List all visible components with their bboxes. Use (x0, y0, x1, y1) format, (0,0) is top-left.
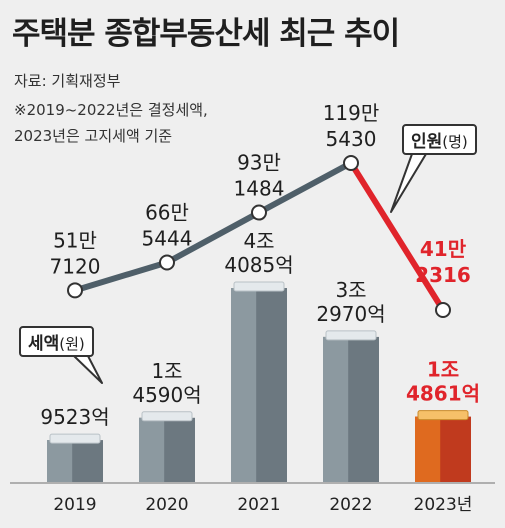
tax-bar-shade (323, 336, 349, 482)
people-value-label: 93만 1484 (234, 151, 285, 201)
tax-bar-value-label: 3조 2970억 (316, 278, 385, 326)
tax-bar-value-line: 4861억 (406, 382, 480, 406)
legend-people-callout: 인원(명) (402, 124, 477, 155)
people-point (435, 302, 451, 318)
x-tick-label: 2020 (145, 495, 188, 515)
tax-bar-cap (417, 410, 469, 421)
tax-bar-cap (49, 433, 101, 444)
people-value-line: 51만 (53, 228, 97, 252)
people-line-segment (256, 160, 354, 216)
people-line-segment (72, 259, 170, 294)
legend-tax-pointer (73, 355, 103, 384)
tax-bar-shade (139, 417, 165, 482)
tax-bar-cap (141, 411, 193, 422)
tax-bar-value-label: 1조 4590억 (132, 359, 201, 407)
people-line-segment (164, 209, 262, 266)
tax-bar-shade (231, 288, 257, 482)
people-value-label: 119만 5430 (323, 101, 380, 151)
tax-bar-value-label: 1조 4861억 (406, 358, 480, 406)
tax-bar-value-line: 1조 (151, 359, 182, 383)
tax-bar-value-line: 4590억 (132, 383, 201, 407)
tax-bar-value-line: 4조 (243, 229, 274, 253)
legend-people-label: 인원 (411, 132, 443, 152)
people-point (159, 254, 175, 271)
people-value-line: 119만 (323, 101, 380, 125)
people-value-label: 41만 2316 (415, 237, 471, 287)
legend-tax-unit: (원) (59, 335, 85, 353)
people-value-line: 2316 (415, 263, 471, 287)
tax-bar-shade (47, 440, 73, 482)
legend-tax-callout: 세액(원) (19, 326, 94, 357)
tax-bar-value-line: 9523억 (40, 405, 109, 429)
x-tick-label: 2023년 (414, 495, 473, 515)
people-value-label: 66만 5444 (142, 200, 193, 250)
tax-bar-value-label: 4조 4085억 (224, 229, 293, 277)
legend-people-pointer (390, 153, 427, 213)
people-value-line: 1484 (234, 177, 285, 201)
people-point (251, 204, 267, 221)
people-value-label: 51만 7120 (50, 228, 101, 278)
tax-bar-cap (233, 281, 285, 292)
people-value-line: 66만 (145, 200, 189, 224)
people-line-segment (348, 160, 446, 313)
people-point (343, 155, 359, 171)
x-tick-label: 2019 (53, 495, 96, 515)
people-value-line: 5430 (326, 127, 377, 151)
tax-bar-value-line: 4085억 (224, 253, 293, 277)
tax-bar-value-line: 3조 (335, 278, 366, 302)
source-note: 자료: 기획재정부 (14, 72, 121, 90)
x-tick-label: 2022 (329, 495, 372, 515)
tax-bar-value-label: 9523억 (40, 405, 109, 429)
tax-bar-shade (415, 416, 441, 482)
tax-bar-value-line: 1조 (427, 358, 459, 382)
people-value-line: 7120 (50, 254, 101, 278)
basis-note-line1: ※2019~2022년은 결정세액, (14, 101, 208, 119)
legend-tax-label: 세액 (28, 334, 60, 354)
x-tick-label: 2021 (237, 495, 280, 515)
tax-bar-value-line: 2970억 (316, 302, 385, 326)
tax-bar-cap (325, 330, 377, 341)
people-value-line: 93만 (237, 151, 281, 175)
people-point (67, 282, 83, 299)
people-value-line: 5444 (142, 226, 193, 250)
people-value-line: 41만 (420, 237, 467, 261)
basis-note-line2: 2023년은 고지세액 기준 (14, 127, 173, 145)
chart-title: 주택분 종합부동산세 최근 추이 (12, 16, 400, 52)
legend-people-unit: (명) (442, 133, 468, 151)
